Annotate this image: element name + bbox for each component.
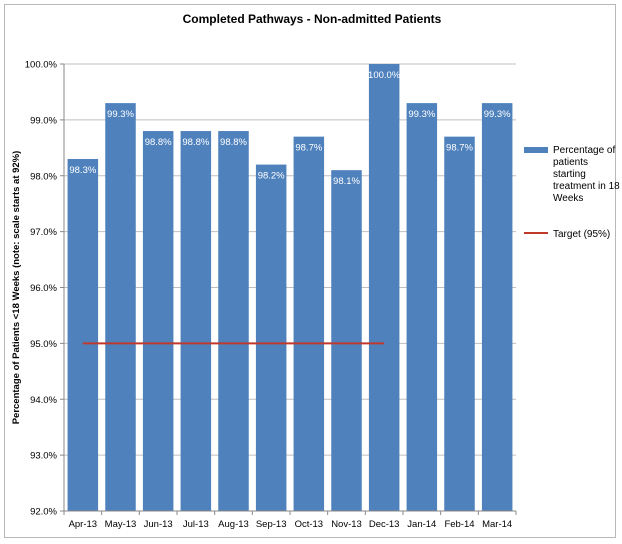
data-label: 98.3% — [69, 165, 96, 176]
x-tick-label: Jun-13 — [144, 519, 173, 530]
y-tick-label: 98.0% — [30, 171, 57, 182]
x-tick-label: Sep-13 — [256, 519, 287, 530]
legend-swatch-bars — [524, 147, 548, 153]
bar — [142, 131, 174, 512]
data-label: 98.8% — [182, 137, 209, 148]
legend-label-bars: Percentage of patients starting treatment i… — [553, 145, 620, 204]
x-tick-label: Feb-14 — [444, 519, 474, 530]
x-tick-label: Nov-13 — [331, 519, 362, 530]
x-tick-labels: Apr-13 May-13 Jun-13 Jul-13 Aug-13 Sep-13 Oct-… — [63, 511, 517, 530]
legend-label-target: Target (95%) — [553, 229, 610, 240]
bar — [331, 170, 362, 511]
x-tick-label: Mar-14 — [482, 519, 512, 530]
data-label: 98.8% — [145, 137, 172, 148]
bar — [444, 136, 475, 511]
data-label: 99.3% — [408, 109, 435, 120]
y-tick-label: 97.0% — [30, 227, 57, 238]
data-label: 98.1% — [333, 176, 360, 187]
x-tick-label: Jul-13 — [183, 519, 209, 530]
data-label: 98.7% — [295, 143, 322, 154]
bar — [406, 103, 438, 512]
data-label: 98.7% — [446, 143, 473, 154]
y-tick-label: 100.0% — [25, 60, 58, 71]
bar — [180, 131, 212, 512]
bar — [255, 164, 287, 511]
y-tick-label: 92.0% — [30, 507, 57, 518]
y-tick-labels: 92.0% 93.0% 94.0% 95.0% 96.0% 97.0% 98.0% 99.0%… — [25, 60, 64, 518]
bar — [368, 64, 400, 511]
y-tick-label: 94.0% — [30, 395, 57, 406]
bar — [218, 131, 249, 512]
x-tick-label: May-13 — [105, 519, 137, 530]
y-tick-label: 99.0% — [30, 115, 57, 126]
data-label: 99.3% — [484, 109, 511, 120]
data-label: 100.0% — [368, 70, 401, 81]
bar — [67, 158, 99, 512]
bars: 98.3% 99.3% 98.8% 98.8% 98.8% 98.2% 98.7% 98.1%… — [67, 64, 513, 512]
y-tick-label: 95.0% — [30, 339, 57, 350]
data-label: 99.3% — [107, 109, 134, 120]
x-tick-label: Apr-13 — [69, 519, 98, 530]
y-tick-label: 93.0% — [30, 451, 57, 462]
bar — [481, 103, 513, 512]
bar — [105, 103, 136, 512]
data-label: 98.8% — [220, 137, 247, 148]
x-tick-label: Jan-14 — [407, 519, 436, 530]
x-tick-label: Aug-13 — [218, 519, 249, 530]
data-label: 98.2% — [258, 171, 285, 182]
y-tick-label: 96.0% — [30, 283, 57, 294]
x-tick-label: Oct-13 — [295, 519, 324, 530]
chart-title: Completed Pathways - Non-admitted Patien… — [183, 12, 442, 26]
x-tick-label: Dec-13 — [369, 519, 400, 530]
bar — [293, 136, 325, 511]
legend: Percentage of patients starting treatment i… — [524, 145, 620, 240]
y-axis-label: Percentage of Patients <18 Weeks (note: … — [11, 151, 22, 425]
